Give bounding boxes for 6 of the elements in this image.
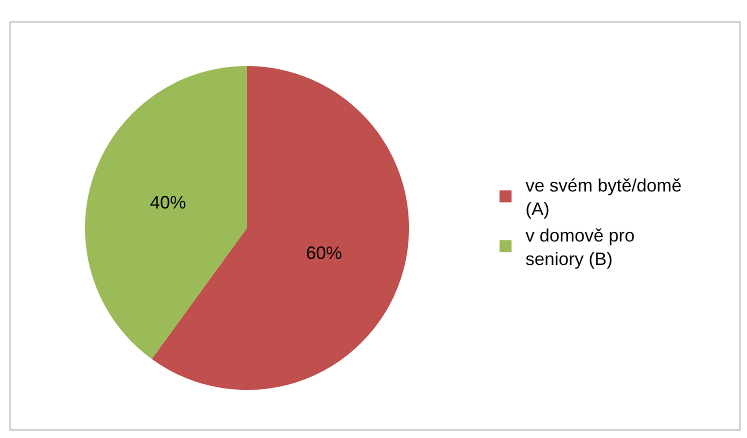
legend-label: ve svém bytě/domě (A) xyxy=(526,176,682,220)
legend-label: v domově pro seniory (B) xyxy=(526,225,635,269)
pie-slice xyxy=(85,66,247,360)
pie-slice xyxy=(152,66,409,390)
data-label: 40% xyxy=(150,192,186,212)
data-label: 60% xyxy=(306,243,342,264)
